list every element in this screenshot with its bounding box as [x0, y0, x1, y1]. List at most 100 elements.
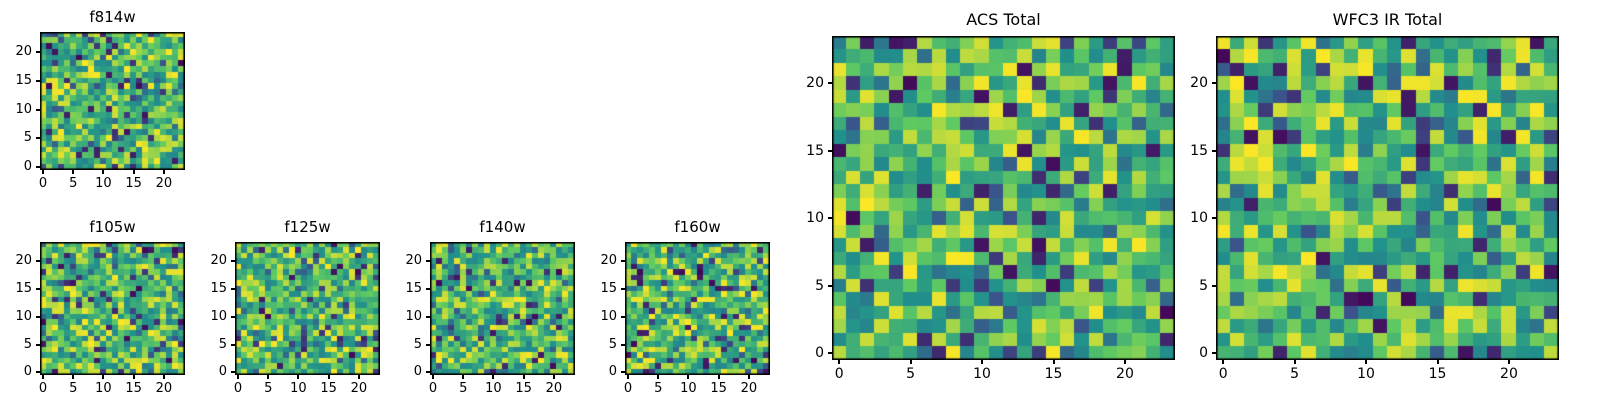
y-tick-label: 0: [413, 364, 422, 380]
panel-wfc3-ir-total: WFC3 IR Total 0 5 10 15 20 0 5 10 15 20: [1190, 10, 1559, 381]
x-tick-label: 20: [155, 381, 173, 396]
y-tick-mark: [828, 217, 832, 220]
y-tick-mark: [231, 315, 235, 318]
y-tick-label: 15: [600, 281, 617, 297]
y-tick-mark: [621, 343, 625, 346]
y-tick-label: 10: [15, 308, 32, 324]
y-tick-mark: [36, 288, 40, 291]
y-tick-label: 5: [815, 277, 824, 294]
plot-title: f125w: [284, 218, 331, 236]
y-tick-mark: [231, 371, 235, 374]
x-tick-label: 5: [459, 381, 468, 396]
y-tick-label: 10: [806, 210, 824, 227]
y-tick-mark: [426, 288, 430, 291]
y-tick-label: 15: [1190, 142, 1208, 159]
panel-f160w: f160w 0 5 10 15 20 0 5 10 15 20: [600, 218, 770, 395]
x-tick-mark: [981, 360, 984, 364]
x-tick-label: 0: [428, 381, 438, 396]
panel-f140w: f140w 0 5 10 15 20 0 5 10 15 20: [405, 218, 575, 395]
x-tick-label: 0: [233, 381, 243, 396]
x-tick-label: 15: [125, 176, 142, 191]
x-tick-label: 0: [1218, 366, 1228, 382]
x-tick-mark: [237, 375, 240, 379]
x-tick-mark: [72, 375, 75, 379]
x-tick-mark: [657, 375, 660, 379]
x-tick-mark: [492, 375, 495, 379]
y-tick-label: 20: [15, 253, 32, 269]
x-tick-label: 10: [1357, 366, 1375, 382]
x-tick-label: 5: [264, 381, 273, 396]
y-tick-label: 5: [413, 336, 422, 352]
y-tick-label: 5: [23, 130, 32, 146]
plot-title: f160w: [674, 218, 721, 236]
y-tick-label: 10: [1190, 210, 1208, 227]
x-tick-mark: [462, 375, 465, 379]
x-tick-label: 20: [155, 176, 173, 191]
y-tick-mark: [1212, 149, 1216, 152]
y-tick-label: 15: [15, 281, 32, 297]
x-tick-mark: [747, 375, 750, 379]
heatmap-canvas: [832, 36, 1175, 360]
y-tick-mark: [36, 137, 40, 140]
x-tick-label: 10: [973, 366, 991, 382]
x-tick-mark: [432, 375, 435, 379]
x-tick-label: 15: [515, 381, 532, 396]
x-tick-mark: [1436, 360, 1439, 364]
x-tick-mark: [1052, 360, 1055, 364]
y-tick-mark: [1212, 217, 1216, 220]
x-tick-label: 10: [95, 176, 112, 191]
y-tick-mark: [231, 260, 235, 263]
x-tick-label: 10: [680, 381, 697, 396]
y-tick-label: 20: [1190, 75, 1208, 92]
x-tick-label: 20: [740, 381, 758, 396]
panel-f125w: f125w 0 5 10 15 20 0 5 10 15 20: [210, 218, 380, 395]
y-tick-label: 20: [806, 75, 824, 92]
y-tick-label: 15: [405, 281, 422, 297]
heatmap-canvas: [40, 242, 185, 375]
x-tick-label: 15: [125, 381, 142, 396]
heatmap-canvas: [1216, 36, 1559, 360]
y-tick-mark: [828, 284, 832, 287]
x-tick-mark: [1365, 360, 1368, 364]
x-tick-label: 5: [69, 176, 78, 191]
plot-title: f105w: [89, 218, 136, 236]
x-tick-label: 5: [906, 366, 916, 382]
x-tick-mark: [552, 375, 555, 379]
y-tick-mark: [828, 352, 832, 355]
y-tick-mark: [1212, 284, 1216, 287]
y-tick-mark: [231, 343, 235, 346]
y-tick-label: 5: [608, 336, 617, 352]
y-tick-label: 0: [1199, 345, 1208, 362]
y-tick-mark: [36, 260, 40, 263]
plot-title: ACS Total: [966, 10, 1041, 29]
x-tick-label: 5: [654, 381, 663, 396]
x-tick-label: 10: [290, 381, 307, 396]
x-tick-mark: [42, 375, 45, 379]
x-tick-mark: [102, 170, 105, 174]
y-tick-mark: [621, 288, 625, 291]
y-tick-mark: [426, 371, 430, 374]
y-tick-label: 20: [405, 253, 422, 269]
y-tick-label: 0: [608, 364, 617, 380]
heatmap-canvas: [40, 32, 185, 170]
x-tick-mark: [162, 375, 165, 379]
x-tick-mark: [1507, 360, 1510, 364]
y-tick-label: 0: [23, 364, 32, 380]
x-tick-label: 15: [1044, 366, 1063, 382]
x-tick-mark: [717, 375, 720, 379]
y-tick-mark: [231, 288, 235, 291]
x-tick-label: 5: [1290, 366, 1300, 382]
y-tick-mark: [621, 315, 625, 318]
y-tick-label: 10: [405, 308, 422, 324]
y-tick-label: 20: [15, 44, 32, 60]
x-tick-mark: [1293, 360, 1296, 364]
x-tick-mark: [838, 360, 841, 364]
panel-f814w: f814w 0 5 10 15 20 0 5 10 15 20: [15, 8, 185, 190]
y-tick-mark: [36, 108, 40, 111]
x-tick-label: 15: [320, 381, 337, 396]
x-tick-label: 5: [69, 381, 78, 396]
x-tick-mark: [102, 375, 105, 379]
y-tick-mark: [828, 82, 832, 85]
x-tick-mark: [357, 375, 360, 379]
